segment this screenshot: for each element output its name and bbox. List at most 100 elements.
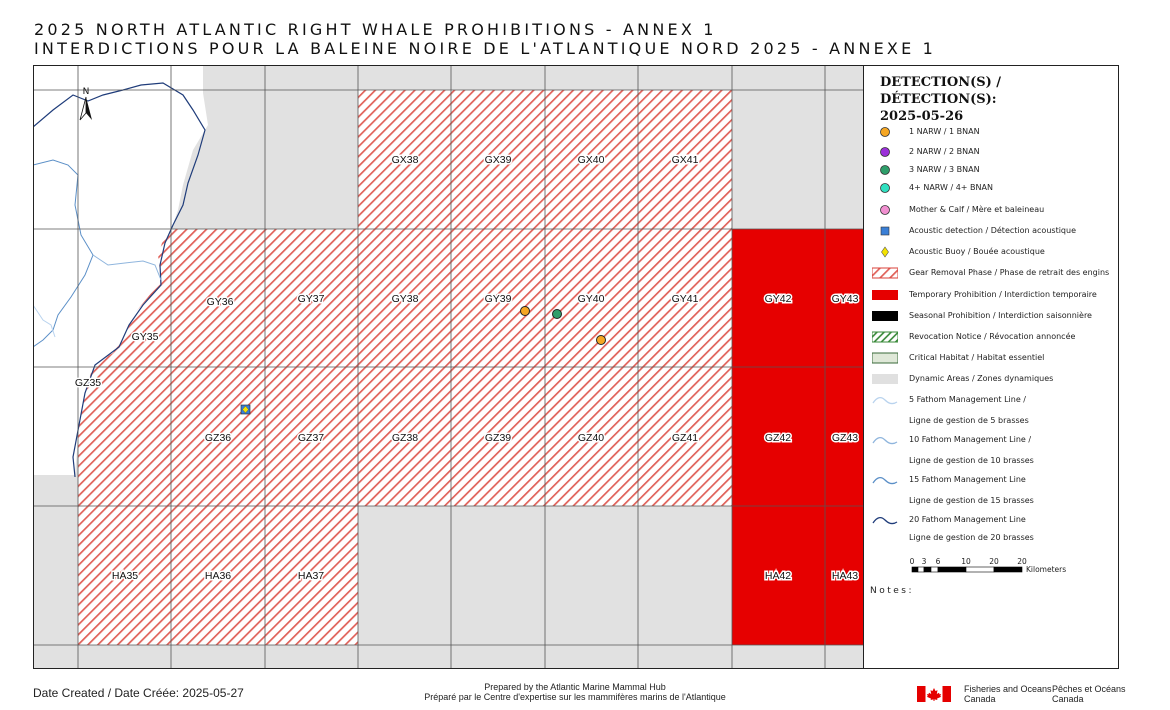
grid-label-gz35: GZ35 xyxy=(75,377,101,389)
legend-item: 4+ NARW / 4+ BNAN xyxy=(864,180,1119,198)
legend-item: Dynamic Areas / Zones dynamiques xyxy=(864,371,1119,389)
scale-segment xyxy=(965,566,995,573)
acoustic-buoy-icon xyxy=(240,404,251,415)
detection-marker xyxy=(596,335,606,345)
scale-tick-label: 0 xyxy=(910,557,915,566)
zone-ha37 xyxy=(265,506,358,645)
dfo-country-en: Canada xyxy=(964,694,996,704)
grid-label-gy40: GY40 xyxy=(578,293,605,305)
scale-segment xyxy=(917,566,925,573)
grid-label-gz43: GZ43 xyxy=(832,432,858,444)
north-arrow-label: N xyxy=(83,87,90,97)
grid-label-gy35: GY35 xyxy=(132,331,159,343)
grid-label-gx38: GX38 xyxy=(392,154,419,166)
grid-label-gx40: GX40 xyxy=(578,154,605,166)
legend-item: Gear Removal Phase / Phase de retrait de… xyxy=(864,265,1119,283)
zone-gz35 xyxy=(78,367,171,506)
date-created: Date Created / Date Créée: 2025-05-27 xyxy=(33,686,244,700)
notes-label: Notes: xyxy=(870,586,915,596)
legend-item: Mother & Calf / Mère et baleineau xyxy=(864,202,1119,220)
legend-header: DETECTION(S) / DÉTECTION(S): xyxy=(880,75,1002,107)
legend-symbol-icon xyxy=(872,311,898,321)
legend-label: Temporary Prohibition / Interdiction tem… xyxy=(909,290,1097,299)
grid-labels: GX38 GX39 GX40 GX41 GY35 GY36 GY37 GY38 GY39 GY40… xyxy=(73,152,860,583)
legend-symbol-icon xyxy=(880,127,890,137)
legend-symbol-icon xyxy=(872,267,898,279)
north-arrow-icon: N xyxy=(79,87,92,121)
zone-gx39 xyxy=(451,90,545,229)
grid-label-gz41: GZ41 xyxy=(672,432,698,444)
scale-bar: 0 3 6 10 20 20 Kilometers xyxy=(910,556,1080,582)
legend-symbol-icon xyxy=(880,183,890,193)
scale-segment xyxy=(993,566,1023,573)
legend-symbol-icon xyxy=(872,352,898,364)
scale-tick-label: 20 xyxy=(989,557,999,566)
zone-gz40 xyxy=(545,367,638,506)
zone-gy41 xyxy=(638,229,732,367)
legend-item: 20 Fathom Management Line xyxy=(864,512,1119,530)
scale-segment xyxy=(911,566,919,573)
legend-label-continued: Ligne de gestion de 20 brasses xyxy=(909,533,1034,542)
zone-gy37 xyxy=(265,229,358,367)
grid-label-ha42: HA42 xyxy=(765,570,791,582)
legend-item: Acoustic detection / Détection acoustiqu… xyxy=(864,223,1119,241)
scale-segment xyxy=(930,566,939,573)
fathom-line-10 xyxy=(92,254,162,281)
prepared-by-fr: Préparé par le Centre d'expertise sur le… xyxy=(424,692,726,702)
zone-gy43 xyxy=(825,229,864,367)
zone-gz37 xyxy=(265,367,358,506)
grid-label-gz42: GZ42 xyxy=(765,432,791,444)
legend-item: Seasonal Prohibition / Interdiction sais… xyxy=(864,308,1119,326)
zone-ha42 xyxy=(732,506,825,645)
scale-tick-label: 20 xyxy=(1017,557,1027,566)
dfo-name-fr: Pêches et Océans xyxy=(1052,684,1126,694)
legend-symbol-icon xyxy=(880,147,890,157)
legend-label: 3 NARW / 3 BNAN xyxy=(909,165,980,174)
grid-label-gz38: GZ38 xyxy=(392,432,418,444)
legend-item: 2 NARW / 2 BNAN xyxy=(864,144,1119,162)
grid-label-gy43: GY43 xyxy=(832,293,859,305)
legend-label: Critical Habitat / Habitat essentiel xyxy=(909,353,1045,362)
grid-label-ha36: HA36 xyxy=(205,570,231,582)
zone-ha43 xyxy=(825,506,864,645)
legend-symbol-icon xyxy=(880,205,890,215)
legend-label: 1 NARW / 1 BNAN xyxy=(909,127,980,136)
legend-symbol-icon xyxy=(872,396,898,405)
coastline-20-fathom xyxy=(33,82,206,478)
zone-gz39 xyxy=(451,367,545,506)
scale-unit: Kilometers xyxy=(1026,565,1066,574)
legend-label: Acoustic detection / Détection acoustiqu… xyxy=(909,226,1076,235)
detection-layer xyxy=(240,306,606,415)
legend-symbol-icon xyxy=(872,516,898,525)
legend-item: Revocation Notice / Révocation annoncée xyxy=(864,329,1119,347)
zone-gy36 xyxy=(171,229,265,367)
zone-gx38 xyxy=(358,90,451,229)
grid-lines xyxy=(33,65,864,669)
scale-segment xyxy=(937,566,967,573)
legend-item: Acoustic Buoy / Bouée acoustique xyxy=(864,244,1119,262)
legend-item: 5 Fathom Management Line / xyxy=(864,392,1119,410)
zone-gz41 xyxy=(638,367,732,506)
legend-item: 15 Fathom Management Line xyxy=(864,472,1119,490)
legend-label: Revocation Notice / Révocation annoncée xyxy=(909,332,1076,341)
legend-label: 20 Fathom Management Line xyxy=(909,515,1026,524)
grid-label-gy37: GY37 xyxy=(298,293,325,305)
legend-symbol-icon xyxy=(880,165,890,175)
legend-label-continued: Ligne de gestion de 5 brasses xyxy=(909,416,1029,425)
legend-label: Mother & Calf / Mère et baleineau xyxy=(909,205,1045,214)
grid-label-gz36: GZ36 xyxy=(205,432,231,444)
dfo-name-en: Fisheries and Oceans xyxy=(964,684,1052,694)
legend-item: Critical Habitat / Habitat essentiel xyxy=(864,350,1119,368)
zone-gx40 xyxy=(545,90,638,229)
grid-label-gx39: GX39 xyxy=(485,154,512,166)
legend-label: Dynamic Areas / Zones dynamiques xyxy=(909,374,1054,383)
legend-symbol-icon xyxy=(872,436,898,445)
legend-label: Acoustic Buoy / Bouée acoustique xyxy=(909,247,1045,256)
dfo-country-fr: Canada xyxy=(1052,694,1084,704)
grid-label-gy36: GY36 xyxy=(207,296,234,308)
zone-gz38 xyxy=(358,367,451,506)
grid-label-gy38: GY38 xyxy=(392,293,419,305)
legend-symbol-icon xyxy=(880,226,890,236)
map-title-en: 2025 NORTH ATLANTIC RIGHT WHALE PROHIBIT… xyxy=(34,20,717,39)
